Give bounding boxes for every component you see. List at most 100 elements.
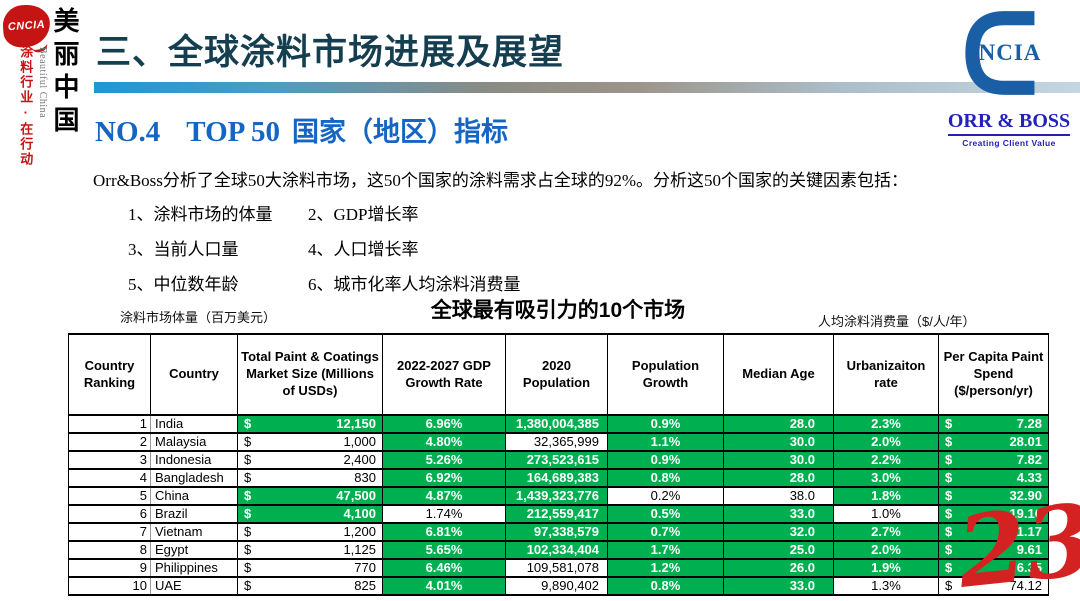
factor-item: 5、中位数年龄 bbox=[128, 275, 239, 294]
cell-value: 47,500 bbox=[336, 488, 376, 503]
cell-value: 32.90 bbox=[1009, 488, 1042, 503]
cell-age: 33.0 bbox=[723, 504, 834, 524]
ncia-c-icon bbox=[965, 11, 1035, 95]
cell-value: 1,200 bbox=[343, 524, 376, 539]
cell-market: $830 bbox=[237, 468, 383, 488]
cell-value: 7.28 bbox=[1016, 416, 1042, 431]
cell-rank: 1 bbox=[68, 414, 151, 434]
cell-urb: 3.0% bbox=[833, 468, 939, 488]
cell-country: India bbox=[150, 414, 238, 434]
column-header: Median Age bbox=[723, 333, 834, 416]
cell-age: 38.0 bbox=[723, 486, 834, 506]
column-header: Population Growth bbox=[607, 333, 724, 416]
cell-pop: 1,380,004,385 bbox=[505, 414, 608, 434]
cell-market: $1,125 bbox=[237, 540, 383, 560]
cell-urb: 1.8% bbox=[833, 486, 939, 506]
currency-symbol: $ bbox=[945, 506, 953, 521]
cell-urb: 2.2% bbox=[833, 450, 939, 470]
cell-spend: $11.17 bbox=[938, 522, 1049, 542]
currency-symbol: $ bbox=[244, 578, 252, 593]
table-row: 9 Philippines $770 6.46% 109,581,078 1.2% 26.0… bbox=[68, 558, 1049, 578]
cell-country: Egypt bbox=[150, 540, 238, 560]
cell-spend: $28.01 bbox=[938, 432, 1049, 452]
cell-rank: 6 bbox=[68, 504, 151, 524]
column-header: 2022-2027 GDP Growth Rate bbox=[382, 333, 506, 416]
cell-age: 26.0 bbox=[723, 558, 834, 578]
cell-value: 12,150 bbox=[336, 416, 376, 431]
top10-table-body: 1 India $12,150 6.96% 1,380,004,385 0.9% 28.0 2… bbox=[68, 414, 1049, 596]
cell-popg: 1.1% bbox=[607, 432, 724, 452]
table-title: 全球最有吸引力的10个市场 bbox=[430, 299, 686, 322]
per-capita-caption: 人均涂料消费量（$/人/年） bbox=[818, 314, 976, 329]
cell-popg: 0.9% bbox=[607, 450, 724, 470]
slide-subtitle: NO.4 TOP 50 国家（地区）指标 bbox=[95, 110, 508, 149]
cell-value: 770 bbox=[354, 560, 376, 575]
cell-market: $4,100 bbox=[237, 504, 383, 524]
cell-urb: 2.0% bbox=[833, 432, 939, 452]
cell-rank: 4 bbox=[68, 468, 151, 488]
cell-spend: $7.82 bbox=[938, 450, 1049, 470]
column-header: Total Paint & Coatings Market Size (Mill… bbox=[237, 333, 383, 416]
factor-item: 4、人口增长率 bbox=[308, 240, 419, 259]
currency-symbol: $ bbox=[945, 470, 953, 485]
cell-value: 4,100 bbox=[343, 506, 376, 521]
currency-symbol: $ bbox=[244, 542, 252, 557]
cell-market: $2,400 bbox=[237, 450, 383, 470]
currency-symbol: $ bbox=[945, 578, 953, 593]
cell-rank: 8 bbox=[68, 540, 151, 560]
table-row: 2 Malaysia $1,000 4.80% 32,365,999 1.1% 30.0 2.… bbox=[68, 432, 1049, 452]
subtitle-top50: TOP 50 bbox=[186, 116, 280, 148]
cell-value: 1,125 bbox=[343, 542, 376, 557]
cell-value: 9.61 bbox=[1016, 542, 1042, 557]
top10-markets-table: Country Ranking Country Total Paint & Coat… bbox=[68, 333, 1049, 596]
cell-market: $1,000 bbox=[237, 432, 383, 452]
cell-rank: 10 bbox=[68, 576, 151, 596]
currency-symbol: $ bbox=[945, 542, 953, 557]
cell-country: Indonesia bbox=[150, 450, 238, 470]
cell-age: 28.0 bbox=[723, 468, 834, 488]
industry-slogan: 涂料行业·在行动 bbox=[18, 45, 34, 167]
table-row: 1 India $12,150 6.96% 1,380,004,385 0.9% 28.0 2… bbox=[68, 414, 1049, 434]
cell-market: $12,150 bbox=[237, 414, 383, 434]
cell-spend: $32.90 bbox=[938, 486, 1049, 506]
factor-item: 6、城市化率人均涂料消费量 bbox=[308, 275, 521, 294]
cell-rank: 3 bbox=[68, 450, 151, 470]
cell-spend: $19.16 bbox=[938, 504, 1049, 524]
cell-pop: 97,338,579 bbox=[505, 522, 608, 542]
cell-spend: $7.28 bbox=[938, 414, 1049, 434]
column-header: 2020 Population bbox=[505, 333, 608, 416]
cell-value: 74.12 bbox=[1009, 578, 1042, 593]
cell-age: 28.0 bbox=[723, 414, 834, 434]
cell-value: 1,000 bbox=[343, 434, 376, 449]
cell-spend: $74.12 bbox=[938, 576, 1049, 596]
cell-pop: 9,890,402 bbox=[505, 576, 608, 596]
cell-urb: 2.3% bbox=[833, 414, 939, 434]
table-row: 10 UAE $825 4.01% 9,890,402 0.8% 33.0 1.3% $74.1… bbox=[68, 576, 1049, 596]
orr-boss-logo: ORR & BOSS Creating Client Value bbox=[938, 110, 1080, 148]
cell-gdp: 4.87% bbox=[382, 486, 506, 506]
cell-country: Brazil bbox=[150, 504, 238, 524]
cell-country: Vietnam bbox=[150, 522, 238, 542]
cell-value: 11.17 bbox=[1010, 524, 1042, 539]
cell-popg: 1.2% bbox=[607, 558, 724, 578]
factor-list: 1、涂料市场的体量 2、GDP增长率 3、当前人口量 4、人口增长率 5、中位数… bbox=[128, 200, 521, 295]
cell-popg: 1.7% bbox=[607, 540, 724, 560]
currency-symbol: $ bbox=[244, 434, 252, 449]
cell-age: 32.0 bbox=[723, 522, 834, 542]
cell-spend: $9.61 bbox=[938, 540, 1049, 560]
cell-age: 30.0 bbox=[723, 450, 834, 470]
cell-country: UAE bbox=[150, 576, 238, 596]
intro-paragraph: Orr&Boss分析了全球50大涂料市场，这50个国家的涂料需求占全球的92%。… bbox=[93, 171, 909, 190]
cncia-stamp-logo: CNCIA bbox=[1, 3, 52, 49]
factor-item: 1、涂料市场的体量 bbox=[128, 205, 273, 224]
table-row: 6 Brazil $4,100 1.74% 212,559,417 0.5% 33.0 1.0… bbox=[68, 504, 1049, 524]
currency-symbol: $ bbox=[945, 524, 953, 539]
cell-urb: 1.3% bbox=[833, 576, 939, 596]
cell-gdp: 5.65% bbox=[382, 540, 506, 560]
cell-pop: 1,439,323,776 bbox=[505, 486, 608, 506]
cell-pop: 164,689,383 bbox=[505, 468, 608, 488]
cell-rank: 2 bbox=[68, 432, 151, 452]
cell-pop: 273,523,615 bbox=[505, 450, 608, 470]
cell-popg: 0.8% bbox=[607, 468, 724, 488]
cell-urb: 2.0% bbox=[833, 540, 939, 560]
